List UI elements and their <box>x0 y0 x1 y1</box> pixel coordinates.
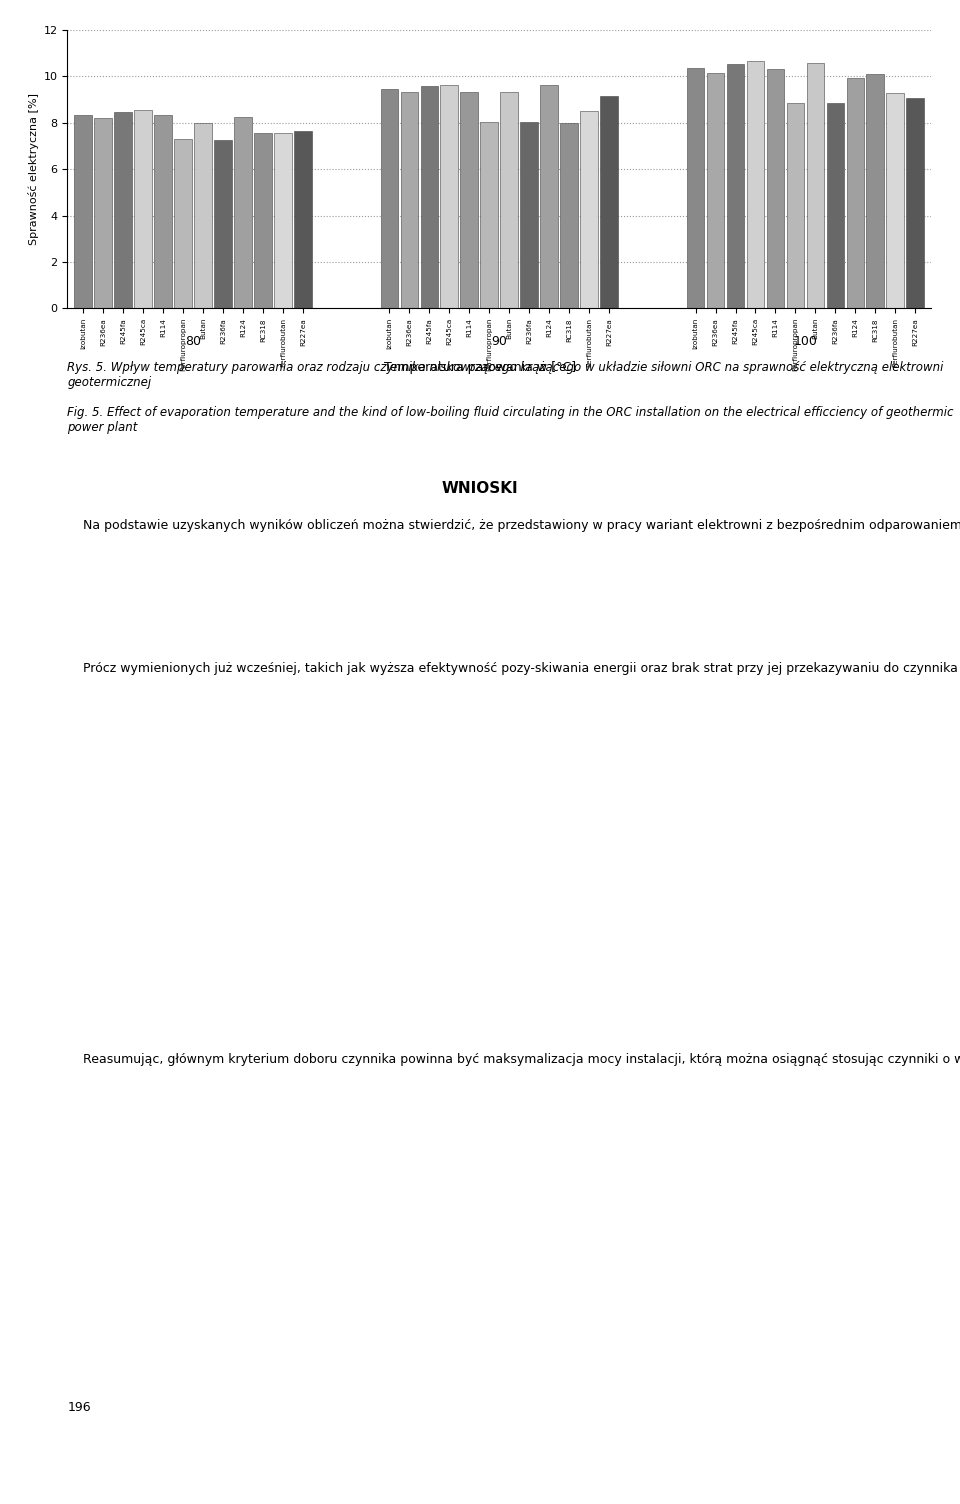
Bar <box>600 96 618 308</box>
Bar <box>540 84 558 308</box>
Bar <box>500 92 518 308</box>
Bar <box>461 92 478 308</box>
Bar <box>727 63 744 308</box>
Bar <box>886 93 904 308</box>
Text: Rys. 5. Wpływ temperatury parowania oraz rodzaju czynnika niskowrzącego krążąceg: Rys. 5. Wpływ temperatury parowania oraz… <box>67 361 944 390</box>
Bar <box>294 131 312 308</box>
Bar <box>420 86 438 308</box>
Bar <box>400 92 419 308</box>
Bar <box>580 111 598 308</box>
Text: 80: 80 <box>185 335 201 349</box>
Bar <box>561 123 578 308</box>
Bar <box>707 74 724 308</box>
Bar <box>806 63 825 308</box>
Bar <box>847 78 864 308</box>
Text: Temperatura parowania w [°C]: Temperatura parowania w [°C] <box>384 361 576 374</box>
Bar <box>767 69 784 308</box>
Bar <box>214 140 231 308</box>
Bar <box>906 98 924 308</box>
Text: WNIOSKI: WNIOSKI <box>442 481 518 496</box>
Bar <box>134 110 152 308</box>
Bar <box>275 134 292 308</box>
Bar <box>155 114 172 308</box>
Text: Na podstawie uzyskanych wyników obliczeń można stwierdzić, że przedstawiony w pr: Na podstawie uzyskanych wyników obliczeń… <box>67 519 960 532</box>
Y-axis label: Sprawność elektryczna [%]: Sprawność elektryczna [%] <box>28 93 39 245</box>
Bar <box>520 122 538 308</box>
Bar <box>747 62 764 308</box>
Bar <box>234 117 252 308</box>
Bar <box>254 134 272 308</box>
Bar <box>74 114 92 308</box>
Bar <box>380 89 398 308</box>
Text: Prócz wymienionych już wcześniej, takich jak wyższa efektywność pozy-skiwania en: Prócz wymienionych już wcześniej, takich… <box>67 662 960 675</box>
Bar <box>174 138 192 308</box>
Bar <box>194 123 212 308</box>
Text: 90: 90 <box>492 335 507 349</box>
Bar <box>114 113 132 308</box>
Bar <box>786 104 804 308</box>
Bar <box>441 84 458 308</box>
Bar <box>94 119 112 308</box>
Bar <box>480 122 498 308</box>
Bar <box>686 68 705 308</box>
Text: 196: 196 <box>67 1400 91 1414</box>
Bar <box>867 74 884 308</box>
Text: Reasumując, głównym kryterium doboru czynnika powinna być maksymalizacja mocy in: Reasumując, głównym kryterium doboru czy… <box>67 1053 960 1066</box>
Text: Fig. 5. Effect of evaporation temperature and the kind of low-boiling fluid circ: Fig. 5. Effect of evaporation temperatur… <box>67 406 953 435</box>
Text: 100: 100 <box>794 335 817 349</box>
Bar <box>827 104 844 308</box>
